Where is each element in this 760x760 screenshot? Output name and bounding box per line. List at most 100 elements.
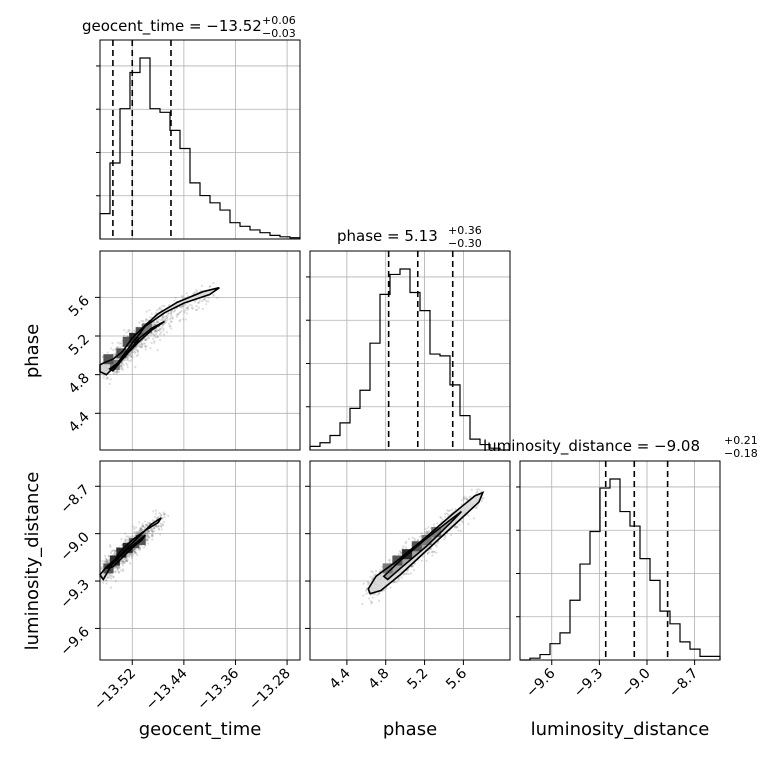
- scatter-point: [367, 581, 370, 585]
- scatter-point: [140, 528, 143, 531]
- scatter-point: [131, 350, 134, 354]
- scatter-point: [420, 532, 423, 535]
- scatter-point: [126, 363, 129, 366]
- scatter-point: [145, 337, 149, 340]
- scatter-point: [195, 308, 199, 312]
- scatter-point: [166, 316, 169, 320]
- scatter-point: [205, 299, 208, 303]
- scatter-point: [105, 559, 108, 563]
- scatter-point: [467, 522, 470, 525]
- scatter-point: [128, 555, 131, 558]
- scatter-point: [127, 353, 131, 357]
- scatter-point: [161, 316, 164, 320]
- scatter-point: [122, 560, 125, 564]
- scatter-point: [195, 308, 198, 312]
- scatter-point: [437, 540, 440, 544]
- scatter-point: [432, 550, 435, 554]
- scatter-point: [151, 533, 154, 536]
- scatter-point: [454, 508, 457, 511]
- scatter-point: [147, 530, 150, 533]
- scatter-point: [100, 566, 103, 569]
- scatter-point: [138, 529, 141, 532]
- scatter-point: [425, 559, 428, 562]
- density-cell: [116, 547, 127, 558]
- scatter-point: [165, 316, 168, 319]
- scatter-point: [156, 321, 159, 324]
- contour-inner: [105, 534, 146, 570]
- scatter-point: [144, 346, 147, 349]
- scatter-point: [129, 535, 132, 538]
- density-cell: [431, 527, 442, 538]
- scatter-point: [142, 320, 145, 323]
- scatter-point: [185, 306, 188, 310]
- scatter-point: [392, 581, 396, 584]
- scatter-point: [139, 527, 142, 530]
- scatter-point: [130, 353, 133, 356]
- scatter-point: [466, 498, 469, 501]
- scatter-point: [146, 542, 150, 545]
- ytick-label-phase: 5.2: [66, 332, 93, 359]
- xtick-label-luminosity-distance: −9.0: [618, 666, 653, 701]
- scatter-point: [126, 535, 130, 538]
- scatter-point: [131, 534, 134, 538]
- scatter-point: [116, 568, 119, 571]
- scatter-point: [362, 582, 365, 585]
- title-geocent-time-sup: +0.06: [262, 14, 296, 27]
- scatter-point: [145, 539, 149, 542]
- scatter-point: [432, 523, 435, 526]
- xtick-label-phase: 5.6: [443, 665, 470, 692]
- title-phase: phase = 5.13: [337, 227, 438, 245]
- scatter-point: [153, 339, 156, 343]
- density-cell: [122, 336, 133, 347]
- scatter-point: [147, 336, 150, 339]
- scatter-point: [444, 536, 447, 539]
- scatter-point: [149, 316, 152, 319]
- scatter-point: [133, 348, 136, 351]
- scatter-point: [446, 509, 449, 512]
- scatter-point: [456, 525, 459, 529]
- scatter-point: [407, 572, 410, 575]
- scatter-point: [166, 314, 169, 317]
- scatter-point: [193, 292, 196, 295]
- scatter-point: [146, 535, 149, 538]
- scatter-point: [114, 565, 118, 568]
- scatter-point: [197, 301, 200, 304]
- scatter-point: [170, 314, 173, 317]
- scatter-point: [478, 488, 481, 491]
- scatter-point: [426, 531, 429, 534]
- scatter-point: [370, 570, 373, 573]
- scatter-point: [370, 601, 374, 604]
- scatter-point: [150, 528, 154, 532]
- xtick-label-geocent-time: −13.36: [194, 665, 242, 713]
- scatter-point: [365, 588, 368, 591]
- scatter-point: [369, 575, 372, 578]
- scatter-point: [121, 568, 125, 571]
- scatter-point: [164, 513, 167, 516]
- scatter-point: [133, 531, 136, 534]
- scatter-point: [173, 299, 176, 302]
- scatter-point: [411, 536, 414, 539]
- scatter-point: [165, 314, 168, 318]
- scatter-point: [124, 558, 127, 561]
- scatter-point: [149, 334, 152, 337]
- scatter-point: [402, 545, 405, 548]
- scatter-point: [129, 355, 133, 358]
- scatter-point: [431, 554, 434, 557]
- scatter-point: [152, 332, 155, 335]
- scatter-point: [121, 366, 124, 369]
- scatter-point: [159, 327, 162, 330]
- scatter-point: [186, 308, 189, 311]
- scatter-point: [147, 532, 150, 535]
- scatter-point: [155, 330, 158, 333]
- scatter-point: [155, 512, 158, 515]
- scatter-point: [370, 602, 373, 605]
- density-cell: [142, 323, 153, 334]
- scatter-point: [106, 561, 110, 564]
- scatter-point: [180, 309, 183, 313]
- scatter-point: [159, 515, 162, 518]
- scatter-point: [150, 333, 154, 336]
- scatter-point: [119, 366, 123, 370]
- scatter-point: [123, 538, 127, 541]
- scatter-point: [158, 511, 161, 515]
- scatter-point: [124, 559, 128, 562]
